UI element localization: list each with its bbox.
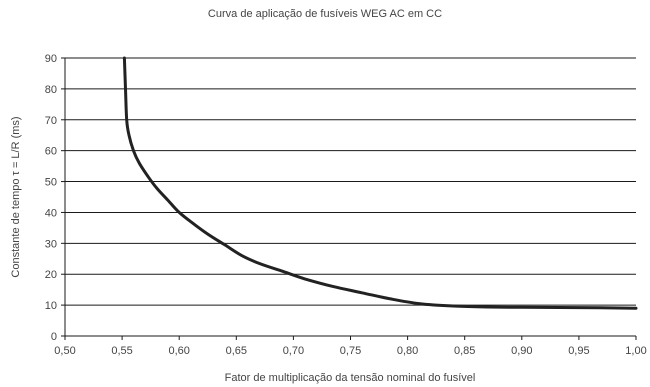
x-tick-label: 0,70 <box>283 345 304 357</box>
y-tick-label: 30 <box>45 238 57 250</box>
y-tick-label: 40 <box>45 207 57 219</box>
x-tick-label: 0,95 <box>568 345 589 357</box>
axes <box>61 57 637 340</box>
x-tick-label: 0,60 <box>168 345 189 357</box>
y-tick-label: 10 <box>45 300 57 312</box>
x-tick-label: 0,65 <box>226 345 247 357</box>
x-tick-label: 0,85 <box>454 345 475 357</box>
series-line <box>122 56 638 310</box>
x-tick-label: 0,55 <box>111 345 132 357</box>
y-tick-label: 70 <box>45 115 57 127</box>
y-tick-label: 60 <box>45 146 57 158</box>
y-tick-label: 0 <box>51 331 57 343</box>
x-tick-label: 0,75 <box>340 345 361 357</box>
y-axis-label: Constante de tempo τ = L/R (ms) <box>10 116 22 277</box>
chart-title: Curva de aplicação de fusíveis WEG AC em… <box>208 8 442 20</box>
x-tick-label: 0,80 <box>397 345 418 357</box>
x-tick-label: 1,00 <box>625 345 646 357</box>
tick-labels: 0 10 20 30 40 50 60 70 80 90 0,50 0,55 0,60 0,65 0,70 0… <box>45 53 647 357</box>
y-tick-label: 90 <box>45 53 57 65</box>
y-tick-label: 80 <box>45 84 57 96</box>
series <box>122 56 638 310</box>
x-axis-label: Fator de multiplicação da tensão nominal… <box>225 372 476 384</box>
y-tick-label: 20 <box>45 269 57 281</box>
y-tick-label: 50 <box>45 177 57 189</box>
gridlines <box>65 57 636 306</box>
x-tick-label: 0,50 <box>54 345 75 357</box>
x-tick-label: 0,90 <box>511 345 532 357</box>
